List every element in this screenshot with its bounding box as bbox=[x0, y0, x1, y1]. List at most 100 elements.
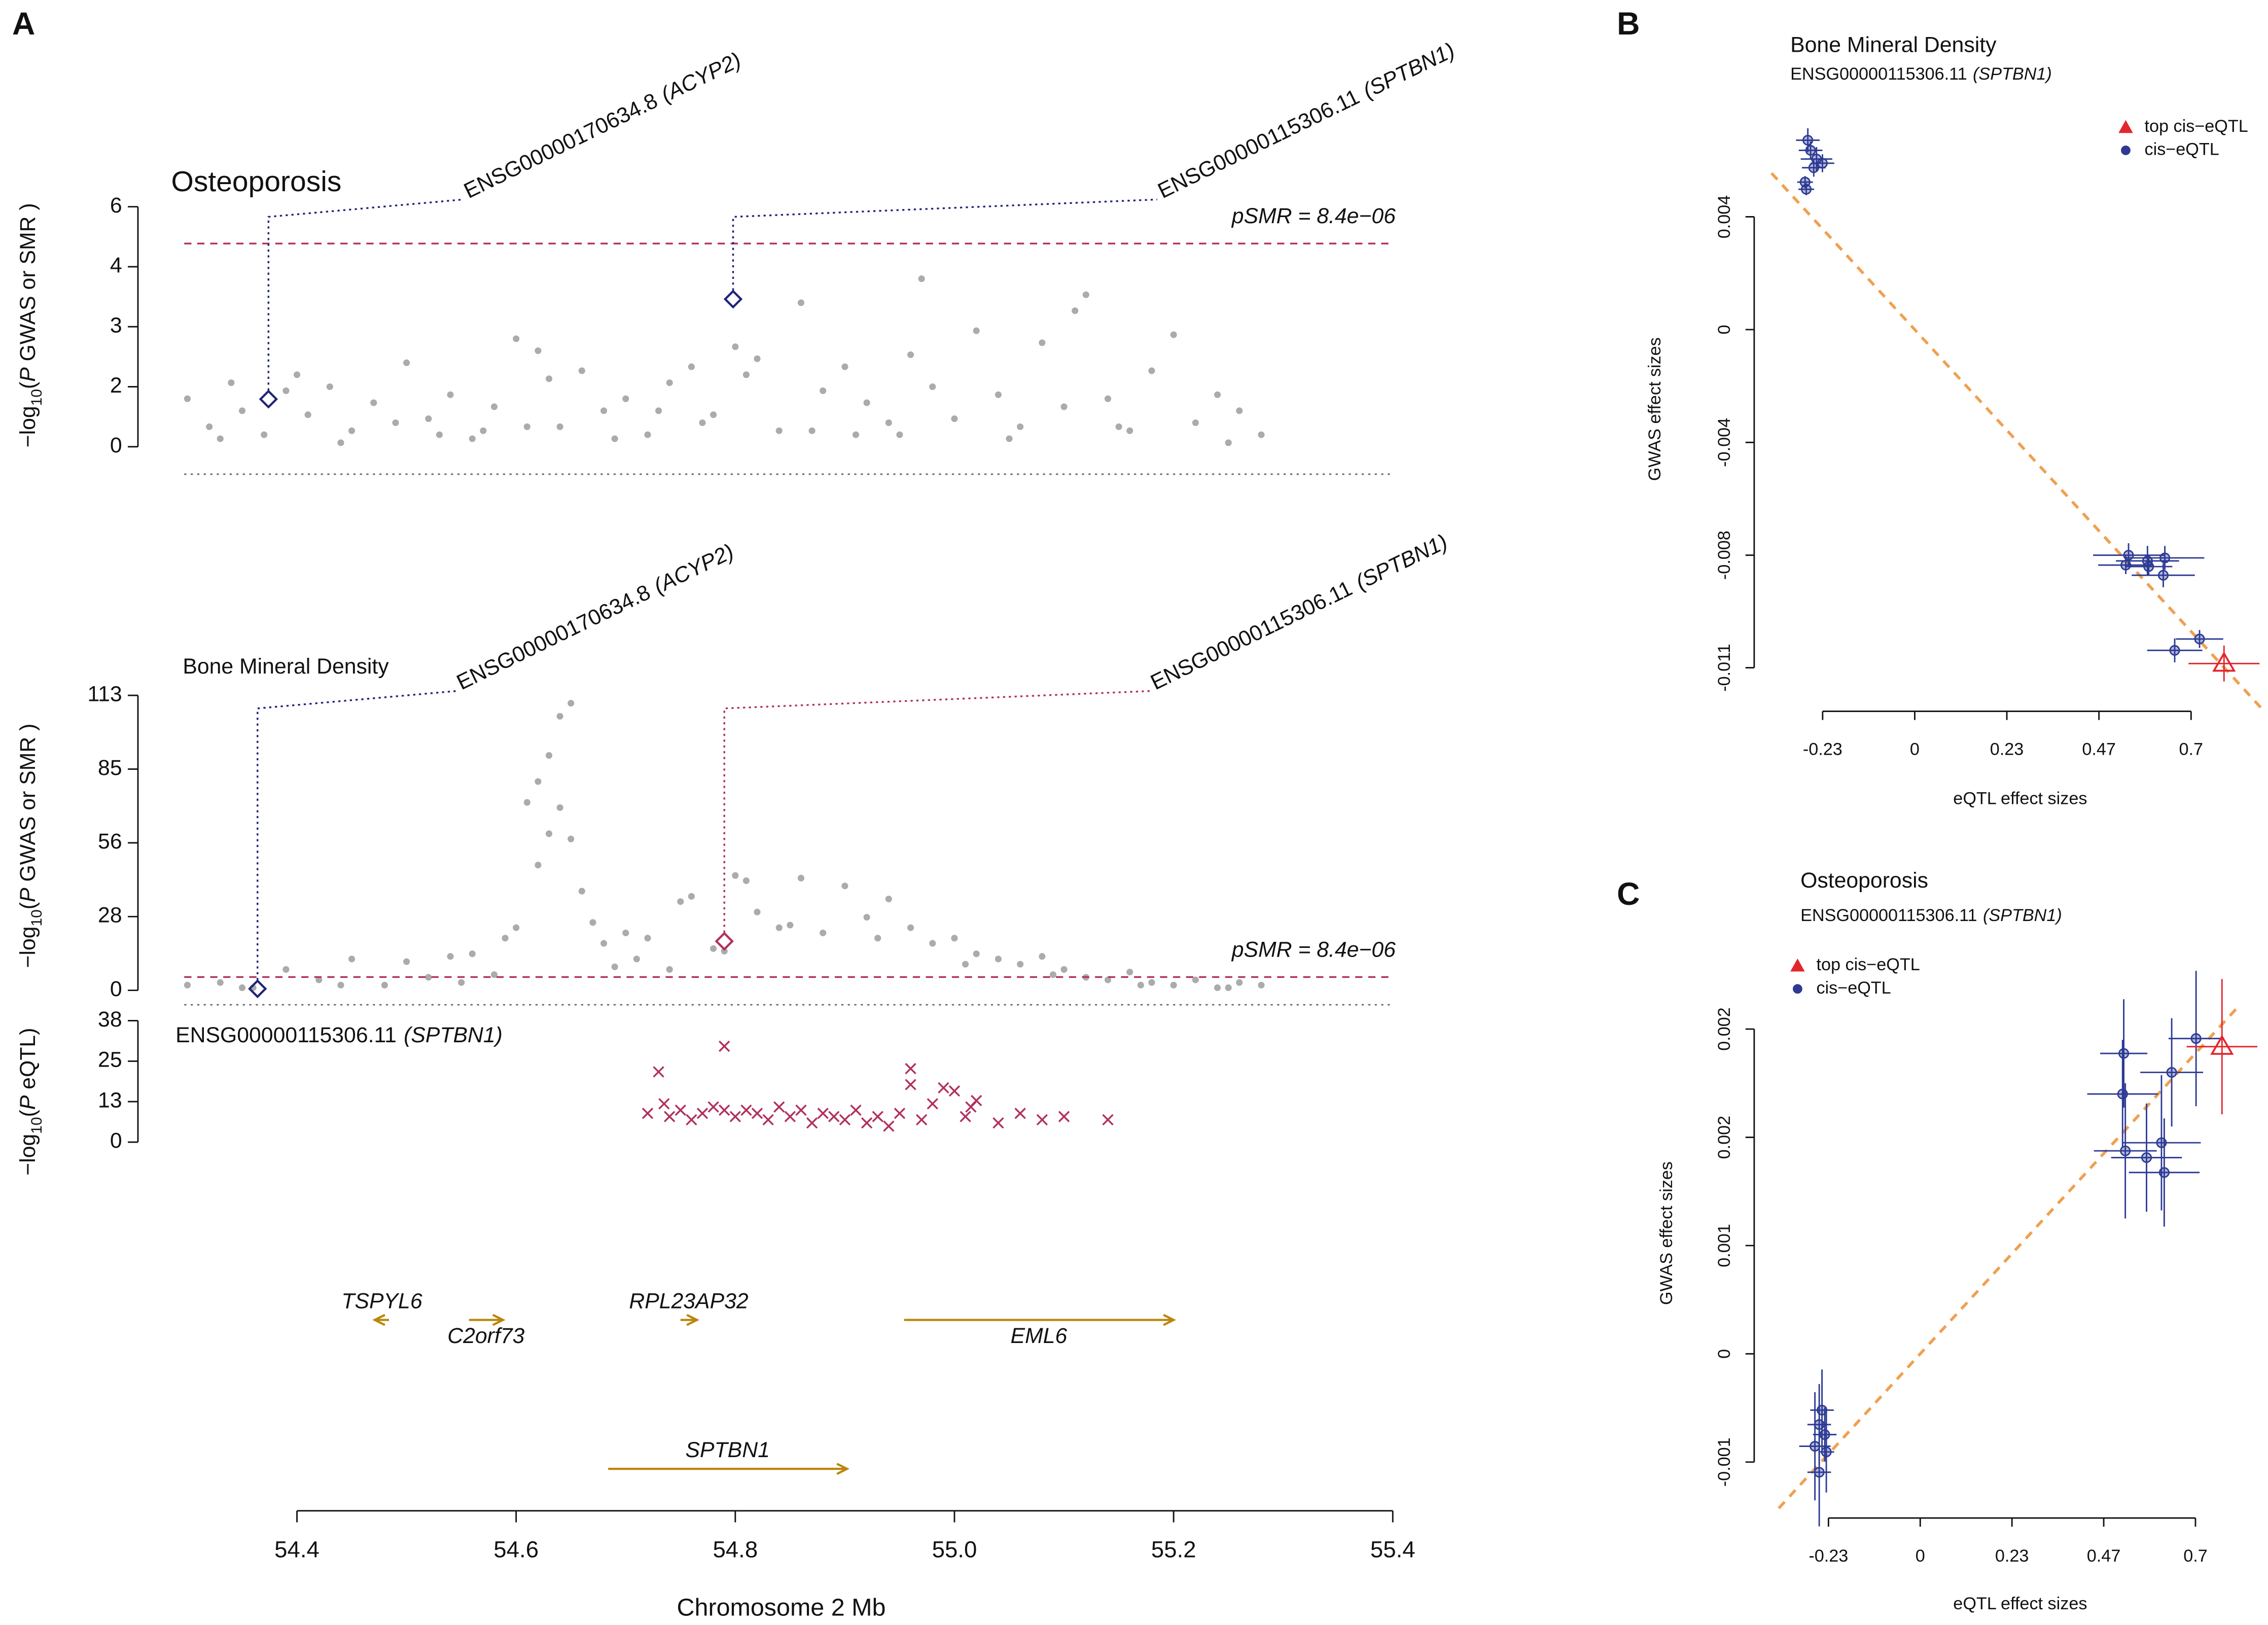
snp-point bbox=[1236, 407, 1243, 414]
x-tick-label: 55.2 bbox=[1151, 1537, 1196, 1563]
y-tick-label: 0.002 bbox=[1715, 1007, 1734, 1051]
snp-point bbox=[787, 922, 794, 929]
smr-diamond bbox=[723, 290, 743, 309]
eqtl-cross bbox=[642, 1108, 654, 1119]
y-axis-label-part: ( bbox=[16, 1110, 40, 1117]
eqtl-cross bbox=[993, 1117, 1004, 1129]
eqtl-point bbox=[1821, 1446, 1832, 1458]
snp-point bbox=[655, 407, 662, 414]
x-tick-label: 54.4 bbox=[274, 1537, 320, 1563]
snp-point bbox=[611, 963, 618, 970]
snp-point bbox=[184, 981, 191, 988]
y-tick-label: 25 bbox=[98, 1048, 122, 1072]
snp-point bbox=[1258, 981, 1265, 988]
snp-point bbox=[1126, 427, 1133, 434]
y-tick-label: 3 bbox=[110, 313, 122, 338]
snp-point bbox=[293, 371, 301, 378]
eqtl-point bbox=[1814, 1467, 1825, 1478]
snp-point bbox=[545, 752, 553, 759]
eqtl-cross bbox=[653, 1066, 664, 1078]
snp-point bbox=[1006, 435, 1013, 442]
eqtl-point bbox=[2120, 559, 2132, 571]
y-tick-label: 85 bbox=[98, 756, 122, 780]
snp-point bbox=[348, 427, 356, 434]
snp-point bbox=[1126, 969, 1133, 976]
eqtl-cross bbox=[729, 1111, 741, 1122]
y-tick-label: 0 bbox=[110, 977, 122, 1001]
legend-symbol bbox=[2118, 120, 2133, 133]
y-axis-label: −log10(P eQTL) bbox=[16, 1028, 45, 1176]
top-eqtl-point bbox=[2210, 1035, 2234, 1055]
eqtl-cross bbox=[784, 1111, 796, 1122]
snp-point bbox=[688, 893, 695, 900]
legend-symbol bbox=[1790, 958, 1805, 972]
y-tick-label: 2 bbox=[110, 373, 122, 398]
snp-point bbox=[1236, 979, 1243, 986]
x-tick-label: 0.23 bbox=[1995, 1546, 2029, 1566]
legend-label: top cis−eQTL bbox=[2145, 117, 2248, 136]
y-tick-label: -0.008 bbox=[1715, 531, 1734, 580]
snp-point bbox=[578, 367, 585, 374]
x-tick-label: 55.4 bbox=[1370, 1537, 1415, 1563]
chart-subtitle-part: (SPTBN1) bbox=[1983, 906, 2062, 925]
snp-point bbox=[370, 399, 377, 406]
eqtl-cross bbox=[658, 1098, 670, 1110]
eqtl-cross bbox=[1058, 1111, 1070, 1122]
eqtl-point bbox=[2143, 561, 2154, 572]
panel-letter: A bbox=[12, 6, 35, 42]
y-axis-label-part: 10 bbox=[29, 909, 46, 926]
eqtl-cross bbox=[861, 1117, 873, 1129]
smr-diamond bbox=[715, 932, 734, 951]
snp-point bbox=[732, 872, 739, 879]
eqtl-point bbox=[2120, 1145, 2131, 1156]
x-tick-label: 0.47 bbox=[2082, 739, 2116, 759]
snp-point bbox=[622, 929, 629, 936]
snp-point bbox=[535, 862, 542, 869]
eqtl-cross bbox=[1102, 1114, 1114, 1125]
eqtl-cross bbox=[850, 1104, 862, 1116]
snp-point bbox=[1115, 423, 1122, 430]
snp-point bbox=[742, 371, 750, 378]
eqtl-cross bbox=[675, 1104, 686, 1116]
eqtl-cross bbox=[828, 1111, 840, 1122]
snp-point bbox=[337, 981, 344, 988]
fit-line bbox=[1778, 1005, 2240, 1509]
gene-label: TSPYL6 bbox=[341, 1289, 422, 1314]
eqtl-cross bbox=[839, 1114, 851, 1125]
x-tick-label: 0.7 bbox=[2183, 1546, 2208, 1566]
y-tick-label: 28 bbox=[98, 903, 122, 928]
legend-label: cis−eQTL bbox=[1816, 978, 1891, 998]
snp-point bbox=[677, 898, 684, 905]
snp-point bbox=[1170, 981, 1177, 988]
threshold-label: pSMR = 8.4e−06 bbox=[1231, 937, 1396, 962]
gene-arrowhead bbox=[492, 1314, 506, 1326]
snp-point bbox=[1039, 339, 1046, 346]
eqtl-point bbox=[2169, 645, 2180, 656]
snp-point bbox=[820, 929, 827, 936]
x-tick-label: 0 bbox=[1910, 739, 1920, 759]
x-tick-label: 54.8 bbox=[713, 1537, 758, 1563]
snp-point bbox=[458, 979, 465, 986]
snp-point bbox=[1258, 431, 1265, 438]
snp-point bbox=[545, 830, 553, 837]
y-tick-label: 4 bbox=[110, 253, 122, 277]
eqtl-point bbox=[1808, 162, 1819, 173]
snp-point bbox=[1148, 979, 1155, 986]
snp-point bbox=[568, 699, 575, 707]
snp-point bbox=[568, 835, 575, 842]
eqtl-cross bbox=[872, 1111, 883, 1122]
fit-line bbox=[1770, 172, 2264, 711]
chart-title: Osteoporosis bbox=[1800, 868, 1928, 893]
chart-title: Bone Mineral Density bbox=[183, 654, 389, 679]
snp-point bbox=[754, 355, 761, 362]
snp-point bbox=[797, 299, 805, 306]
x-axis-label: Chromosome 2 Mb bbox=[677, 1594, 886, 1621]
snp-point bbox=[1039, 953, 1046, 960]
snp-point bbox=[1137, 981, 1144, 988]
snp-point bbox=[535, 347, 542, 355]
snp-point bbox=[600, 407, 608, 414]
snp-point bbox=[666, 966, 673, 973]
eqtl-point bbox=[2118, 1048, 2130, 1059]
snp-point bbox=[304, 411, 311, 418]
chart-title: ENSG00000115306.11 (SPTBN1) bbox=[175, 1023, 503, 1047]
